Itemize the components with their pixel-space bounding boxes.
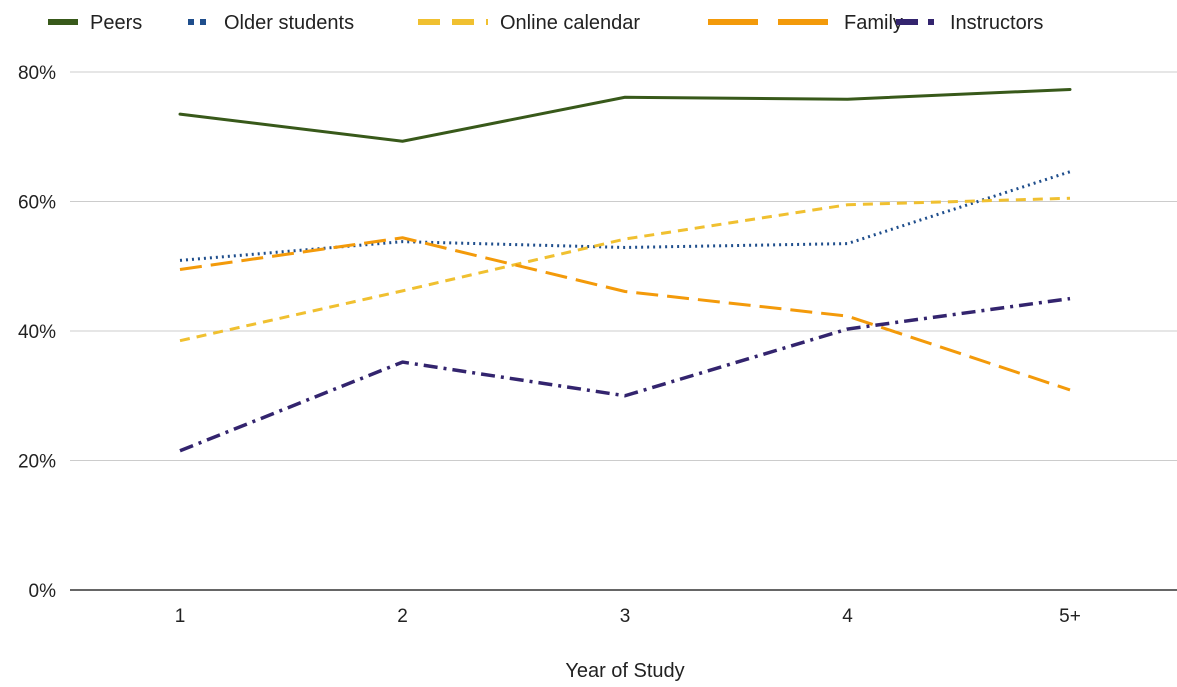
legend-label: Instructors xyxy=(950,12,1043,34)
y-tick-label: 20% xyxy=(18,452,56,473)
data-point-online-calendar xyxy=(624,238,627,241)
x-tick-label: 1 xyxy=(175,606,186,627)
data-point-peers xyxy=(179,113,182,116)
series-line-instructors xyxy=(179,296,1071,453)
legend-item-peers: Peers xyxy=(48,12,142,34)
data-point-family xyxy=(179,268,182,271)
data-point-peers xyxy=(401,140,404,143)
x-tick-label: 4 xyxy=(842,606,853,627)
series-line-family xyxy=(179,236,1071,392)
data-point-instructors xyxy=(401,361,404,364)
series-line-peers xyxy=(178,87,1072,143)
data-point-online-calendar xyxy=(179,339,182,342)
y-tick-label: 0% xyxy=(29,581,57,602)
series-lines xyxy=(178,87,1072,453)
legend-label: Family xyxy=(844,12,903,34)
x-axis-title: Year of Study xyxy=(565,660,684,682)
legend-item-online-calendar: Online calendar xyxy=(418,12,640,34)
y-tick-label: 80% xyxy=(18,63,56,84)
x-tick-label: 5+ xyxy=(1059,606,1081,627)
data-point-instructors xyxy=(179,449,182,452)
series-instructors xyxy=(179,296,1072,453)
legend-item-instructors: Instructors xyxy=(896,12,1043,34)
series-line-older-students xyxy=(179,170,1071,262)
y-axis-tick-labels: 0% 20% 40% 60% 80% xyxy=(18,63,56,602)
data-point-online-calendar xyxy=(1069,197,1072,200)
data-point-peers xyxy=(846,98,849,101)
data-point-older-students xyxy=(179,259,182,262)
data-point-older-students xyxy=(846,242,849,245)
data-point-online-calendar xyxy=(846,203,849,206)
series-line-online-calendar xyxy=(179,196,1071,343)
data-point-peers xyxy=(624,96,627,99)
series-older-students xyxy=(179,170,1072,262)
x-tick-label: 2 xyxy=(397,606,408,627)
y-tick-label: 40% xyxy=(18,322,56,343)
legend: Peers Older students Online calendar Family… xyxy=(48,12,1043,34)
legend-item-older-students: Older students xyxy=(188,12,354,34)
data-point-family xyxy=(401,236,404,239)
data-point-instructors xyxy=(1069,297,1072,300)
data-point-older-students xyxy=(1069,170,1072,173)
x-tick-label: 3 xyxy=(620,606,631,627)
legend-item-family: Family xyxy=(708,12,903,34)
data-point-family xyxy=(1069,388,1072,391)
data-point-peers xyxy=(1069,88,1072,91)
legend-label: Online calendar xyxy=(500,12,640,34)
series-online-calendar xyxy=(179,196,1072,343)
data-point-family xyxy=(846,315,849,318)
data-point-older-students xyxy=(401,240,404,243)
y-tick-label: 60% xyxy=(18,193,56,214)
gridlines xyxy=(70,71,1177,461)
x-axis-tick-labels: 1 2 3 4 5+ xyxy=(175,606,1081,627)
data-point-older-students xyxy=(624,246,627,249)
series-peers xyxy=(178,87,1072,143)
data-point-family xyxy=(624,290,627,293)
legend-label: Older students xyxy=(224,12,354,34)
data-point-instructors xyxy=(624,394,627,397)
data-point-online-calendar xyxy=(401,289,404,292)
data-point-instructors xyxy=(846,328,849,331)
series-family xyxy=(179,236,1072,392)
legend-label: Peers xyxy=(90,12,142,34)
